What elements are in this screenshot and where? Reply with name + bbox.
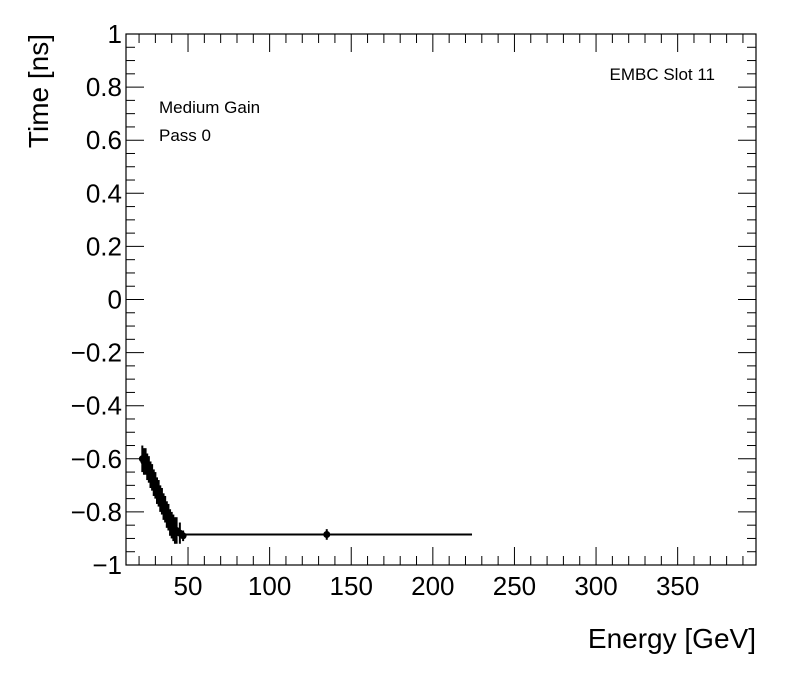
- y-ticks: 1 0.8 0.6 0.4 0.2 0 −0.2 −0.4 −0.6 −0.8 −1: [71, 19, 756, 580]
- y-tick-label: −0.8: [71, 497, 122, 527]
- x-tick-label: 250: [493, 571, 536, 601]
- x-tick-label: 200: [411, 571, 454, 601]
- y-tick-label: 1: [108, 19, 122, 49]
- y-tick-label: 0.6: [86, 125, 122, 155]
- annotation-gain: Medium Gain: [159, 98, 260, 117]
- y-tick-label: −0.4: [71, 391, 122, 421]
- x-tick-label: 50: [174, 571, 203, 601]
- x-tick-label: 300: [574, 571, 617, 601]
- y-axis-title: Time [ns]: [23, 34, 54, 148]
- x-axis-title: Energy [GeV]: [588, 623, 756, 654]
- annotation-pass: Pass 0: [159, 126, 211, 145]
- y-tick-label: 0.2: [86, 231, 122, 261]
- x-tick-label: 350: [656, 571, 699, 601]
- data-point: [181, 529, 473, 540]
- y-tick-label: 0.8: [86, 72, 122, 102]
- y-tick-label: −0.6: [71, 444, 122, 474]
- data-markers: [138, 445, 473, 544]
- annotation-slot: EMBC Slot 11: [609, 65, 715, 84]
- y-tick-label: −1: [92, 550, 122, 580]
- x-tick-label: 100: [248, 571, 291, 601]
- y-tick-label: 0: [108, 285, 122, 315]
- y-tick-label: −0.2: [71, 338, 122, 368]
- x-tick-label: 150: [330, 571, 373, 601]
- point-marker: [179, 532, 187, 540]
- x-ticks: 50 100 150 200 250 300 350: [138, 34, 744, 601]
- y-tick-label: 0.4: [86, 178, 122, 208]
- point-marker: [323, 530, 331, 538]
